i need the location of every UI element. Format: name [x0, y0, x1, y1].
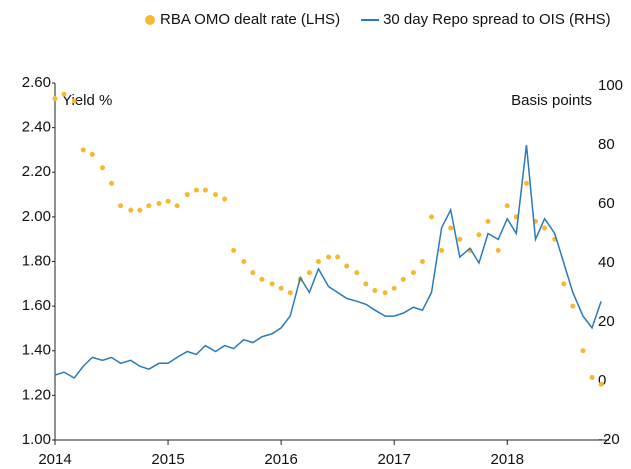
data-point: [213, 192, 219, 198]
y-axis-title: Yield %: [62, 92, 112, 109]
y2-tick-label: 0: [598, 372, 606, 389]
data-point: [580, 348, 586, 354]
data-point: [278, 285, 284, 291]
data-point: [306, 270, 312, 276]
y2-tick-label: 40: [598, 254, 615, 271]
y-tick-label: 1.60: [22, 297, 51, 314]
x-tick-label: 2014: [38, 451, 71, 468]
data-point: [231, 247, 237, 253]
y-tick-label: 1.80: [22, 252, 51, 269]
data-point: [250, 270, 256, 276]
data-point: [52, 96, 58, 102]
data-point: [372, 288, 378, 294]
data-point: [523, 180, 529, 186]
y-tick-label: 2.60: [22, 74, 51, 91]
y-tick-label: 2.40: [22, 119, 51, 136]
data-point: [269, 281, 275, 287]
data-point: [598, 381, 604, 387]
data-point: [363, 281, 369, 287]
y2-tick-label: 80: [598, 136, 615, 153]
y-tick-label: 2.20: [22, 163, 51, 180]
data-point: [287, 290, 293, 296]
data-point: [326, 254, 332, 260]
data-point: [259, 276, 265, 282]
data-point: [222, 196, 228, 202]
y-tick-label: 1.00: [22, 431, 51, 448]
data-point: [80, 147, 86, 153]
data-point: [391, 285, 397, 291]
data-point: [146, 203, 152, 209]
data-point: [504, 203, 510, 209]
data-point: [400, 276, 406, 282]
data-point: [439, 247, 445, 253]
y2-tick-label: -20: [598, 431, 620, 448]
data-point: [128, 207, 134, 213]
data-point: [457, 236, 463, 242]
y2-tick-label: 60: [598, 195, 615, 212]
data-point: [99, 165, 105, 171]
y-tick-label: 1.20: [22, 386, 51, 403]
data-point: [354, 270, 360, 276]
y2-tick-label: 100: [598, 77, 623, 94]
y-tick-label: 2.00: [22, 208, 51, 225]
x-tick-label: 2017: [377, 451, 410, 468]
data-point: [193, 187, 199, 193]
x-tick-label: 2018: [491, 451, 524, 468]
data-point: [241, 259, 247, 264]
data-point: [174, 203, 180, 209]
y2-tick-label: 20: [598, 313, 615, 330]
data-point: [184, 192, 190, 198]
data-point: [202, 187, 208, 193]
x-tick-label: 2015: [151, 451, 184, 468]
data-point: [542, 225, 548, 231]
data-point: [589, 375, 595, 381]
legend-label: RBA OMO dealt rate (LHS): [160, 11, 340, 28]
x-tick-label: 2016: [264, 451, 297, 468]
legend-marker: [145, 15, 155, 25]
data-point: [89, 151, 95, 157]
legend-label: 30 day Repo spread to OIS (RHS): [383, 11, 611, 28]
data-point: [485, 218, 491, 224]
data-point: [419, 259, 425, 264]
data-point: [315, 259, 321, 264]
data-point: [382, 290, 388, 296]
data-line: [54, 144, 602, 380]
data-point: [156, 200, 162, 206]
data-point: [410, 270, 416, 276]
data-point: [448, 225, 454, 231]
data-point: [495, 247, 501, 253]
data-point: [561, 281, 567, 287]
data-point: [109, 180, 115, 186]
y2-axis-title: Basis points: [511, 92, 592, 109]
y-tick-label: 1.40: [22, 342, 51, 359]
data-point: [71, 98, 77, 104]
data-point: [118, 203, 124, 209]
data-point: [335, 254, 341, 260]
data-point: [344, 263, 350, 269]
data-point: [165, 198, 171, 204]
data-point: [137, 207, 143, 213]
data-point: [428, 214, 434, 220]
data-point: [61, 91, 67, 97]
data-point: [570, 303, 576, 309]
data-point: [476, 232, 482, 238]
